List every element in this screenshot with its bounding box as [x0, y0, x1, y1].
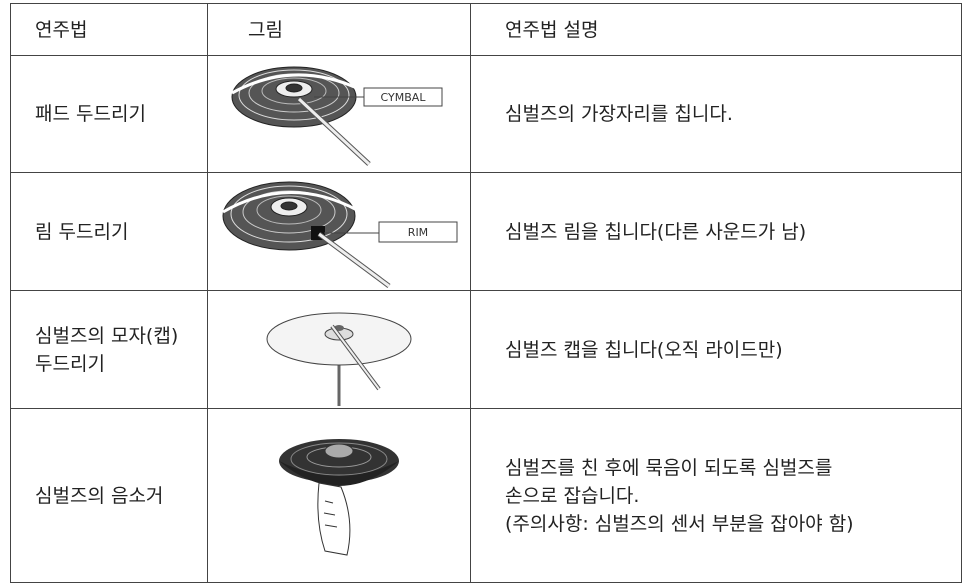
description-text: 심벌즈 림을 칩니다(다른 사운드가 남) — [505, 220, 807, 243]
cymbal-illustration — [266, 312, 412, 406]
table: 연주법 그림 연주법 설명 패드 두드리기 CYMBAL 심벌즈의 가장자리를 … — [10, 3, 962, 583]
method-text: 심벌즈의 음소거 — [35, 484, 164, 507]
cymbal-illustration — [279, 438, 399, 556]
image-cell — [207, 408, 471, 583]
method-cell: 심벌즈의 음소거 — [10, 408, 208, 583]
header-text: 연주법 — [35, 18, 88, 41]
header-cell: 연주법 설명 — [470, 3, 962, 56]
method-cell: 심벌즈의 모자(캡) 두드리기 — [10, 290, 208, 409]
header-text: 연주법 설명 — [505, 18, 599, 41]
method-text: 두드리기 — [35, 352, 105, 375]
cymbal-illustration: RIM — [222, 181, 458, 288]
image-cell: CYMBAL — [207, 55, 471, 173]
method-cell: 패드 두드리기 — [10, 55, 208, 173]
image-label: RIM — [408, 226, 428, 239]
cymbal-illustration: CYMBAL — [231, 66, 443, 166]
header-cell: 그림 — [207, 3, 471, 56]
image-cell: RIM — [207, 172, 471, 291]
description-text: 심벌즈의 가장자리를 칩니다. — [505, 103, 733, 125]
description-text: (주의사항: 심벌즈의 센서 부분을 잡아야 함) — [505, 512, 854, 535]
method-text: 심벌즈의 모자(캡) — [35, 324, 179, 347]
description-text: 심벌즈 캡을 칩니다(오직 라이드만) — [505, 338, 783, 361]
header-cell: 연주법 — [10, 3, 208, 56]
image-cell — [207, 290, 471, 409]
description-cell: 심벌즈 림을 칩니다(다른 사운드가 남) — [470, 172, 962, 291]
method-cell: 림 두드리기 — [10, 172, 208, 291]
description-cell: 심벌즈 캡을 칩니다(오직 라이드만) — [470, 290, 962, 409]
method-text: 림 두드리기 — [35, 220, 129, 243]
description-cell: 심벌즈의 가장자리를 칩니다. — [470, 55, 962, 173]
header-text: 그림 — [248, 18, 283, 41]
image-label: CYMBAL — [381, 91, 427, 104]
method-text: 패드 두드리기 — [35, 103, 146, 125]
description-text: 심벌즈를 친 후에 묵음이 되도록 심벌즈를 — [505, 456, 833, 479]
description-text: 손으로 잡습니다. — [505, 484, 640, 507]
